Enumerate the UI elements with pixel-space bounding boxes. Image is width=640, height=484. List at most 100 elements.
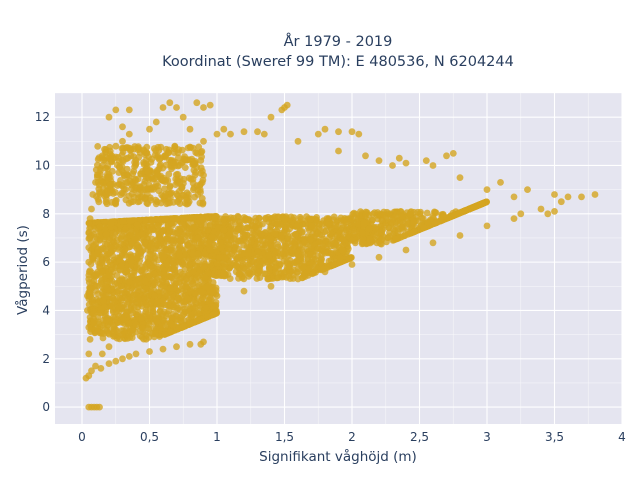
data-point <box>154 182 162 190</box>
data-point <box>170 149 178 157</box>
data-point <box>591 191 599 198</box>
data-point <box>386 232 394 240</box>
x-tick-label: 2,5 <box>410 430 429 444</box>
data-point <box>126 217 133 225</box>
data-point <box>335 147 342 155</box>
data-point <box>186 288 194 296</box>
data-point <box>366 235 374 243</box>
data-point <box>179 113 187 121</box>
data-point <box>142 285 150 293</box>
data-point <box>175 325 182 333</box>
data-point <box>272 248 280 255</box>
data-point <box>159 104 167 111</box>
data-point <box>104 250 111 258</box>
data-point <box>152 118 160 126</box>
data-point <box>162 161 170 169</box>
data-point <box>274 221 281 228</box>
data-point <box>284 252 292 260</box>
data-point <box>449 150 457 157</box>
data-point <box>85 350 93 358</box>
data-point <box>429 162 437 169</box>
data-point <box>104 271 112 279</box>
data-point <box>159 297 167 305</box>
data-point <box>85 324 93 331</box>
data-point <box>153 169 161 177</box>
data-point <box>209 311 217 318</box>
data-point <box>125 106 133 114</box>
data-point <box>153 297 161 305</box>
x-axis-label: Signifikant våghöjd (m) <box>259 448 417 465</box>
data-point <box>105 343 113 351</box>
data-point <box>314 130 322 138</box>
data-point <box>160 271 168 279</box>
data-point <box>118 263 125 270</box>
data-point <box>551 208 558 215</box>
data-point <box>252 214 259 222</box>
data-point <box>163 261 171 268</box>
data-point <box>198 153 206 161</box>
data-point <box>307 215 315 223</box>
data-points <box>82 99 599 411</box>
data-point <box>119 331 126 338</box>
data-point <box>299 228 306 236</box>
data-point <box>95 232 103 240</box>
data-point <box>357 208 364 216</box>
data-point <box>478 200 486 208</box>
data-point <box>161 215 169 223</box>
data-point <box>392 208 399 216</box>
data-point <box>410 218 418 226</box>
data-point <box>325 220 332 228</box>
data-point <box>86 284 94 292</box>
data-point <box>281 216 289 224</box>
data-point <box>147 194 154 202</box>
data-point <box>267 282 275 290</box>
data-point <box>190 224 198 231</box>
data-point <box>355 220 362 228</box>
data-point <box>157 199 165 207</box>
data-point <box>398 224 406 231</box>
data-point <box>144 168 152 176</box>
data-point <box>284 235 292 243</box>
data-point <box>283 101 291 109</box>
data-point <box>166 328 174 335</box>
data-point <box>115 163 123 171</box>
data-point <box>178 294 185 301</box>
data-point <box>244 247 252 255</box>
data-point <box>105 154 113 162</box>
data-point <box>180 155 188 163</box>
data-point <box>176 252 184 260</box>
data-point <box>213 292 221 300</box>
data-point <box>227 130 234 138</box>
data-point <box>168 247 176 254</box>
data-point <box>148 218 156 226</box>
data-point <box>365 225 373 233</box>
data-point <box>271 228 279 236</box>
chart-title-line-1: År 1979 - 2019 <box>284 33 393 50</box>
data-point <box>220 215 228 223</box>
data-point <box>199 200 207 208</box>
data-point <box>286 225 294 233</box>
data-point <box>240 128 248 136</box>
y-tick-label: 10 <box>35 158 50 172</box>
data-point <box>128 306 135 314</box>
data-point <box>146 272 153 279</box>
data-point <box>307 251 314 258</box>
data-point <box>164 149 172 156</box>
data-point <box>165 307 173 315</box>
data-point <box>154 263 162 271</box>
data-point <box>260 130 268 138</box>
data-point <box>294 265 302 272</box>
data-point <box>215 230 223 238</box>
data-point <box>220 125 228 133</box>
data-point <box>292 230 299 238</box>
data-point <box>134 232 142 240</box>
data-point <box>287 246 295 254</box>
data-point <box>240 275 248 283</box>
data-point <box>253 240 261 248</box>
data-point <box>410 228 418 236</box>
data-point <box>213 130 221 138</box>
data-point <box>97 365 105 372</box>
data-point <box>120 315 127 323</box>
data-point <box>389 162 396 169</box>
data-point <box>88 367 95 375</box>
